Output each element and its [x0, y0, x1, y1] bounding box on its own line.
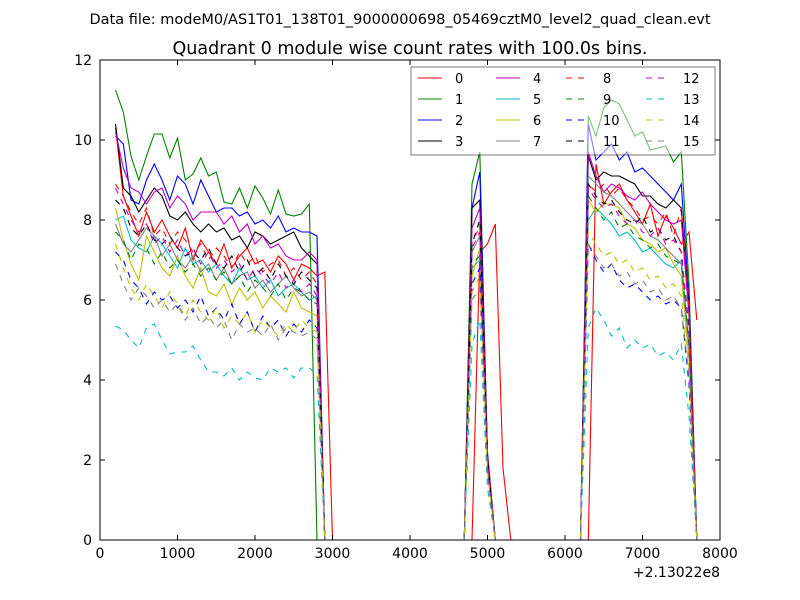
legend-item-11: 11: [566, 135, 620, 150]
legend-item-5: 5: [496, 93, 541, 108]
x-tick-label: 4000: [392, 546, 428, 562]
plot-lines: [114, 89, 698, 540]
legend-label: 9: [603, 93, 611, 108]
series-line-2: [115, 123, 698, 540]
legend-item-10: 10: [566, 114, 620, 129]
axis-ticks: 0 1000 2000 3000 4000 5000 6000 7000 80000246810…: [74, 53, 738, 562]
legend-label: 5: [533, 93, 541, 108]
legend-item-8: 8: [566, 72, 611, 87]
legend-frame: [410, 66, 716, 156]
x-tick-label: 0: [96, 546, 105, 562]
legend-label: 1: [455, 93, 463, 108]
legend-item-9: 9: [566, 93, 611, 108]
y-tick-label: 6: [83, 293, 92, 309]
legend-item-7: 7: [496, 135, 541, 150]
series-line-15: [114, 242, 698, 540]
x-tick-label: 2000: [237, 546, 273, 562]
series-line-6: [114, 198, 698, 540]
series-line-4: [114, 131, 698, 540]
legend-item-0: 0: [418, 72, 463, 87]
series-line-11: [115, 182, 698, 540]
legend-label: 11: [603, 135, 620, 150]
legend-label: 10: [603, 114, 620, 129]
legend-label: 4: [533, 72, 541, 87]
series-line-12: [115, 186, 698, 540]
legend-label: 15: [683, 135, 700, 150]
series-line-3: [114, 123, 698, 540]
y-tick-label: 10: [74, 133, 92, 149]
legend-label: 0: [455, 72, 463, 87]
legend-label: 14: [683, 114, 700, 129]
legend-label: 3: [455, 135, 463, 150]
legend-item-13: 13: [646, 93, 700, 108]
x-offset-label: +2.13022e8: [633, 565, 720, 581]
series-line-8: [115, 182, 698, 540]
x-tick-label: 6000: [547, 546, 583, 562]
series-line-14: [114, 230, 698, 540]
x-tick-label: 1000: [160, 546, 196, 562]
legend-item-14: 14: [646, 114, 700, 129]
legend-item-4: 4: [496, 72, 541, 87]
legend-label: 12: [683, 72, 700, 87]
chart-title: Quadrant 0 module wise count rates with …: [173, 39, 648, 59]
series-line-0: [114, 127, 698, 540]
legend-label: 6: [533, 114, 541, 129]
x-tick-label: 7000: [625, 546, 661, 562]
series-line-13: [115, 306, 698, 540]
series-line-10: [115, 243, 698, 540]
y-tick-label: 4: [83, 373, 92, 389]
legend-item-1: 1: [418, 93, 463, 108]
legend-item-15: 15: [646, 135, 700, 150]
x-tick-label: 5000: [470, 546, 506, 562]
x-tick-label: 8000: [702, 546, 738, 562]
figure-suptitle: Data file: modeM0/AS1T01_138T01_90000006…: [89, 12, 710, 28]
legend-label: 13: [683, 93, 700, 108]
legend-item-2: 2: [418, 114, 463, 129]
series-line-5: [115, 207, 698, 540]
y-tick-label: 0: [83, 533, 92, 549]
series-line-9: [115, 194, 698, 540]
x-tick-label: 3000: [315, 546, 351, 562]
legend-label: 2: [455, 114, 463, 129]
legend-item-6: 6: [496, 114, 541, 129]
y-tick-label: 12: [74, 53, 92, 69]
legend-item-12: 12: [646, 72, 700, 87]
y-tick-label: 8: [83, 213, 92, 229]
series-line-1: [114, 89, 698, 540]
legend-item-3: 3: [418, 135, 463, 150]
y-tick-label: 2: [83, 453, 92, 469]
legend-label: 8: [603, 72, 611, 87]
legend-label: 7: [533, 135, 541, 150]
